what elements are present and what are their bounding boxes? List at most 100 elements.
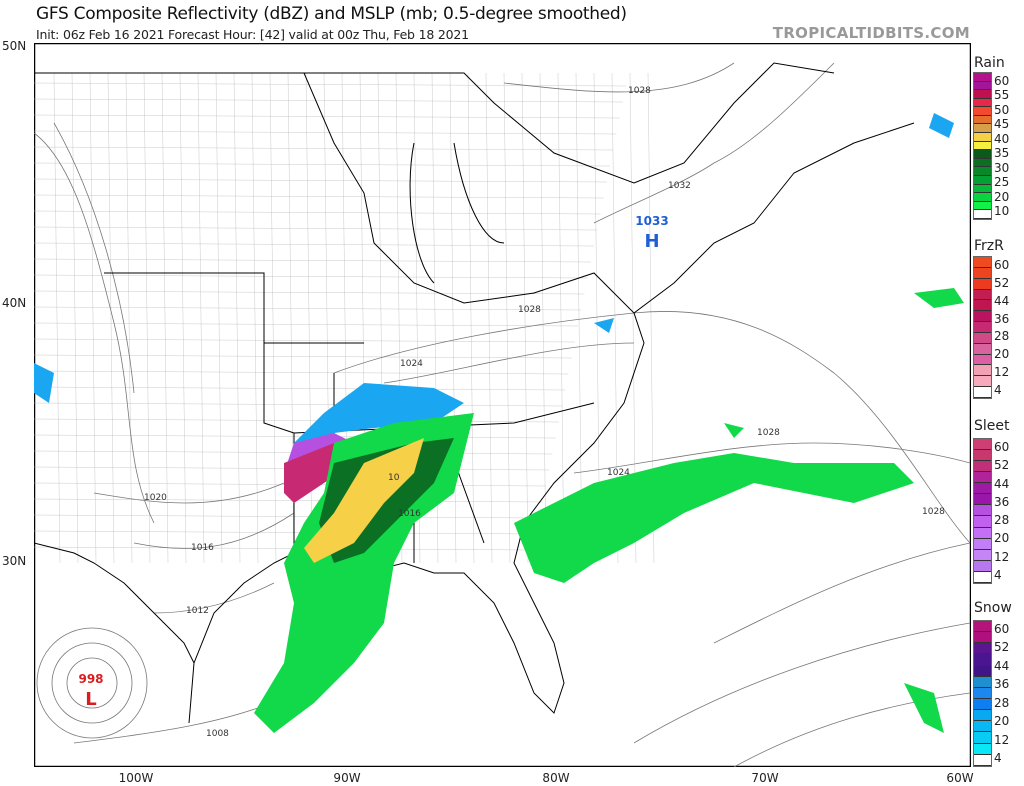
legend-label: 4 bbox=[994, 383, 1002, 397]
legend-label: 12 bbox=[994, 732, 1010, 747]
legend-label: 20 bbox=[994, 189, 1010, 204]
isobar-label: 1012 bbox=[186, 606, 209, 616]
legend-label: 25 bbox=[994, 175, 1010, 190]
legend-title-frzr: FrzR bbox=[974, 238, 1004, 254]
legend-swatch bbox=[974, 115, 991, 125]
legend-colorbar bbox=[973, 438, 992, 584]
legend-swatch bbox=[974, 732, 991, 744]
legend-label: 45 bbox=[994, 117, 1010, 132]
isobar-label: 1024 bbox=[607, 468, 630, 478]
legend-swatch bbox=[974, 365, 991, 377]
legend-swatch bbox=[974, 133, 991, 142]
isobar-label: 1028 bbox=[757, 428, 780, 438]
legend-swatch bbox=[974, 193, 991, 202]
legend-label: 36 bbox=[994, 494, 1010, 509]
lon-label-80w: 80W bbox=[542, 771, 570, 785]
legend-label: 10 bbox=[994, 204, 1010, 218]
legend-swatch bbox=[974, 527, 991, 539]
legend-swatch bbox=[974, 710, 991, 722]
legend-swatch bbox=[974, 158, 991, 168]
legend-swatch bbox=[974, 516, 991, 528]
legend-swatch bbox=[974, 621, 991, 633]
legend-swatch bbox=[974, 201, 991, 211]
legend-label: 12 bbox=[994, 549, 1010, 564]
legend-swatch bbox=[974, 278, 991, 290]
legend-label: 36 bbox=[994, 311, 1010, 326]
legend-swatch bbox=[974, 311, 991, 323]
legend-swatch bbox=[974, 494, 991, 506]
lat-label-50n: 50N bbox=[2, 39, 27, 53]
legend-label: 20 bbox=[994, 347, 1010, 362]
legend-swatch bbox=[974, 150, 991, 159]
legend-swatch bbox=[974, 322, 991, 333]
legend-swatch bbox=[974, 665, 991, 677]
legend-swatch bbox=[974, 300, 991, 312]
legend-swatch bbox=[974, 210, 991, 219]
isobar-label: 1032 bbox=[668, 181, 691, 191]
lon-label-60w: 60W bbox=[946, 771, 974, 785]
legend-label: 52 bbox=[994, 640, 1010, 655]
legend-swatch bbox=[974, 184, 991, 194]
legend-swatch bbox=[974, 175, 991, 185]
legend-title-sleet: Sleet bbox=[974, 418, 1010, 434]
legend-colorbar bbox=[973, 256, 992, 399]
legend-swatch bbox=[974, 289, 991, 301]
legend-swatch bbox=[974, 343, 991, 355]
legend-swatch bbox=[974, 571, 991, 583]
brand-watermark: TROPICALTIDBITS.COM bbox=[772, 24, 970, 42]
legend-swatch bbox=[974, 257, 991, 268]
legend-swatch bbox=[974, 654, 991, 666]
legend-swatch bbox=[974, 676, 991, 688]
isobar-label: 1028 bbox=[628, 86, 651, 96]
legend-swatch bbox=[974, 73, 991, 82]
legend-label: 52 bbox=[994, 275, 1010, 290]
legend-swatch bbox=[974, 107, 991, 116]
lon-label-70w: 70W bbox=[751, 771, 779, 785]
legend-label: 60 bbox=[994, 622, 1010, 636]
legend-swatch bbox=[974, 698, 991, 711]
legend-colorbar bbox=[973, 620, 992, 767]
legend-title-rain: Rain bbox=[974, 55, 1005, 71]
coastline-and-borders bbox=[34, 62, 915, 724]
legend-swatch bbox=[974, 98, 991, 108]
isobar-label: 1008 bbox=[206, 729, 229, 739]
legend-label: 60 bbox=[994, 258, 1010, 272]
low-pressure-letter: L bbox=[85, 689, 96, 710]
legend-swatch bbox=[974, 439, 991, 451]
legend-swatch bbox=[974, 687, 991, 699]
isobar-label: 1028 bbox=[922, 507, 945, 517]
isobar-label: 1020 bbox=[144, 493, 167, 503]
lat-label-40n: 40N bbox=[2, 296, 27, 310]
legend-label: 50 bbox=[994, 102, 1010, 117]
legend-swatch bbox=[974, 141, 991, 151]
legend-swatch bbox=[974, 505, 991, 517]
legend-label: 60 bbox=[994, 440, 1010, 454]
legend-label: 30 bbox=[994, 160, 1010, 175]
low-pressure-value: 998 bbox=[78, 672, 103, 686]
legend-swatch bbox=[974, 743, 991, 755]
rain-area-atlantic bbox=[514, 453, 914, 583]
weather-map: 1028 1032 1028 1024 1028 1024 1028 1020 1016 1016… bbox=[34, 43, 971, 767]
legend-swatch bbox=[974, 472, 991, 484]
high-pressure-letter: H bbox=[644, 231, 659, 252]
isobar-label: 1016 bbox=[398, 509, 421, 519]
legend-label: 28 bbox=[994, 329, 1010, 344]
legend-label: 40 bbox=[994, 131, 1010, 146]
legend-swatch bbox=[974, 376, 991, 388]
legend-swatch bbox=[974, 90, 991, 99]
legend-swatch bbox=[974, 549, 991, 561]
isobar-label: 1016 bbox=[191, 543, 214, 553]
legend-label: 28 bbox=[994, 513, 1010, 528]
legend-swatch bbox=[974, 461, 991, 473]
legend-label: 44 bbox=[994, 476, 1010, 491]
map-title: GFS Composite Reflectivity (dBZ) and MSL… bbox=[36, 4, 627, 24]
legend-swatch bbox=[974, 267, 991, 279]
precipitation bbox=[34, 113, 964, 733]
legend-label: 4 bbox=[994, 751, 1002, 765]
legend-swatch bbox=[974, 124, 991, 134]
legend-swatch bbox=[974, 754, 991, 766]
legend-swatch bbox=[974, 632, 991, 644]
snow-area bbox=[294, 383, 464, 453]
legend-label: 44 bbox=[994, 293, 1010, 308]
high-pressure-center: 1033 H bbox=[635, 214, 668, 252]
